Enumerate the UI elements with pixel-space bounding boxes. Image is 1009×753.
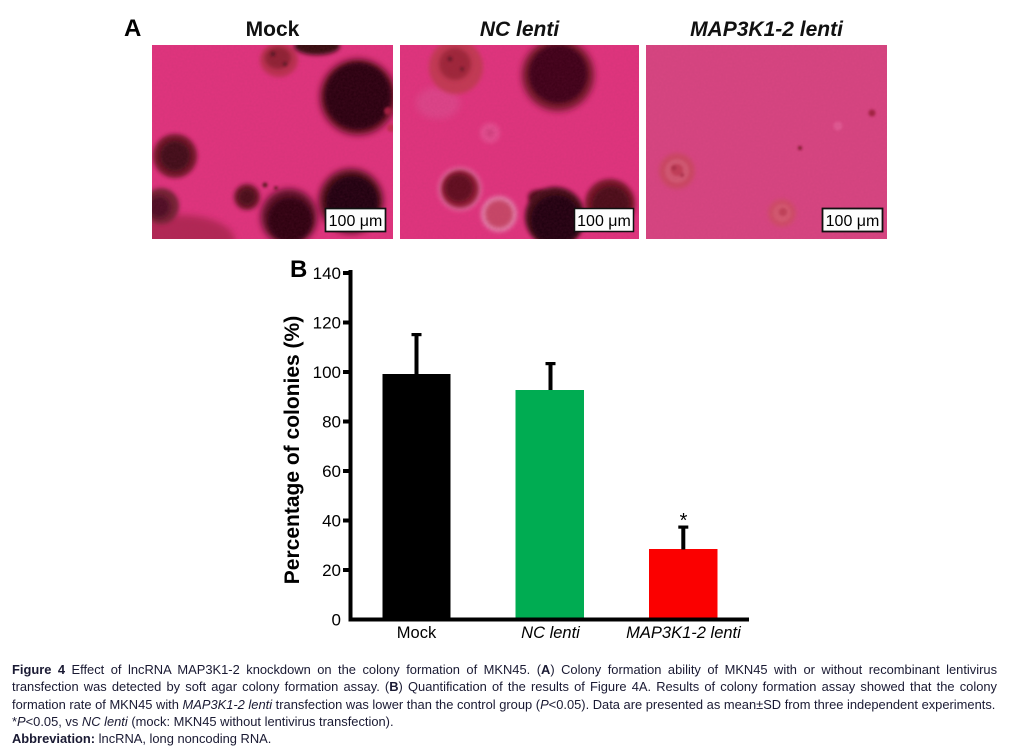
svg-text:0: 0 [332,611,341,630]
svg-text:100 μm: 100 μm [826,213,880,230]
svg-text:100 μm: 100 μm [329,213,383,230]
svg-text:100 μm: 100 μm [577,213,631,230]
svg-text:Percentage of colonies (%): Percentage of colonies (%) [281,316,304,584]
svg-text:NC lenti: NC lenti [521,624,581,642]
svg-text:60: 60 [322,462,341,481]
svg-text:*: * [680,510,688,532]
svg-text:20: 20 [322,561,341,580]
svg-text:40: 40 [322,512,341,531]
svg-text:100: 100 [313,363,341,382]
svg-text:Mock: Mock [397,624,437,642]
svg-text:140: 140 [313,264,341,283]
svg-text:MAP3K1-2 lenti: MAP3K1-2 lenti [626,624,742,642]
svg-text:80: 80 [322,413,341,432]
svg-text:120: 120 [313,314,341,333]
